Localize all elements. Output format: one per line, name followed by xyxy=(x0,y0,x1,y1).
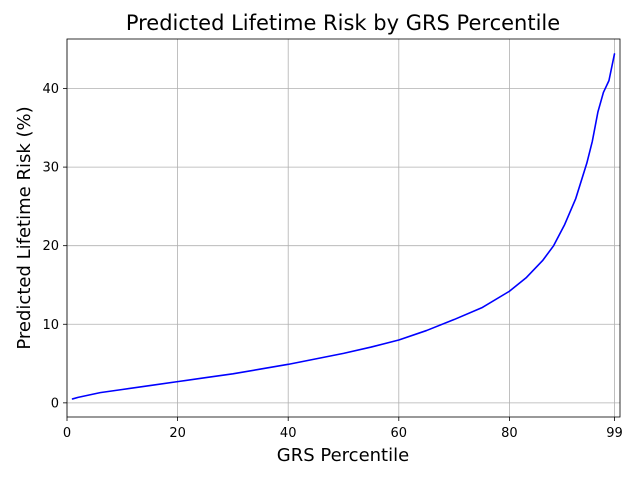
series-line xyxy=(71,53,616,400)
grid-layer xyxy=(66,39,620,417)
y-tick-label: 20 xyxy=(42,239,59,254)
x-tick-label: 99 xyxy=(606,426,623,441)
series-layer xyxy=(71,53,616,400)
y-tick-label: 10 xyxy=(42,318,59,333)
x-tick-label: 0 xyxy=(63,426,71,441)
y-tick-label: 40 xyxy=(42,82,59,97)
y-axis-label: Predicted Lifetime Risk (%) xyxy=(14,106,35,349)
x-tick-label: 40 xyxy=(280,426,297,441)
x-tick-label: 20 xyxy=(169,426,186,441)
x-tick-label: 60 xyxy=(391,426,408,441)
x-tick-label: 80 xyxy=(501,426,518,441)
y-tick-label: 30 xyxy=(42,161,59,176)
y-tick-label: 0 xyxy=(51,396,59,411)
tick-layer: 0 20 40 60 80 99 0 10 20 30 40 xyxy=(42,82,622,441)
chart-title: Predicted Lifetime Risk by GRS Percentil… xyxy=(126,11,560,35)
plot-frame xyxy=(66,38,621,418)
x-axis-label: GRS Percentile xyxy=(277,445,409,466)
